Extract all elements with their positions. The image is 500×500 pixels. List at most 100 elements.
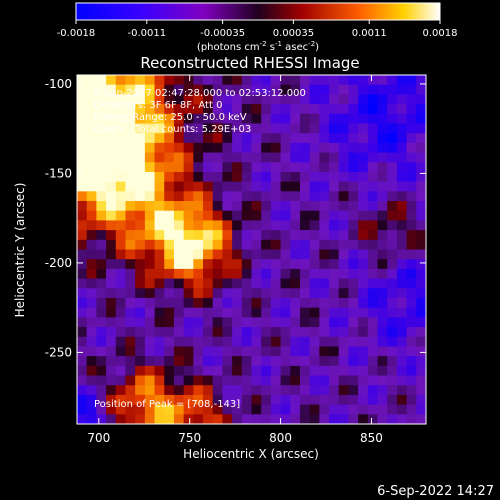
heatmap-cell — [377, 394, 388, 406]
heatmap-cell — [96, 317, 107, 328]
heatmap-cell — [241, 365, 253, 377]
heatmap-cell — [86, 394, 97, 406]
heatmap-cell — [377, 181, 388, 192]
heatmap-cell — [387, 297, 398, 309]
heatmap-cell — [183, 404, 194, 415]
heatmap-cell — [280, 171, 291, 183]
heatmap-cell — [135, 317, 146, 328]
heatmap-cell — [319, 297, 330, 309]
heatmap-cell — [377, 201, 388, 212]
heatmap-cell — [280, 75, 291, 86]
heatmap-cell — [348, 307, 359, 318]
heatmap-cell — [154, 268, 165, 280]
heatmap-cell — [154, 249, 165, 260]
heatmap-cell — [154, 336, 165, 348]
heatmap-cell — [406, 239, 417, 251]
heatmap-cell — [251, 356, 262, 367]
heatmap-cell — [154, 162, 165, 173]
heatmap-cell — [406, 191, 417, 202]
heatmap-cell — [309, 162, 320, 173]
heatmap-cell — [387, 356, 398, 367]
heatmap-cell — [232, 356, 243, 367]
heatmap-cell — [377, 123, 388, 134]
colorbar-tick-label: -0.0011 — [127, 28, 166, 39]
heatmap-cell — [387, 230, 398, 241]
heatmap-cell — [367, 142, 379, 154]
heatmap-cell — [154, 327, 165, 338]
heatmap-cell — [96, 123, 107, 134]
heatmap-cell — [115, 327, 127, 338]
heatmap-cell — [416, 385, 426, 396]
heatmap-cell — [270, 230, 282, 241]
heatmap-cell — [329, 259, 340, 270]
heatmap-cell — [232, 133, 243, 144]
heatmap-cell — [212, 133, 224, 144]
heatmap-cell — [86, 385, 97, 396]
heatmap-cell — [193, 365, 204, 377]
heatmap-cell — [319, 201, 330, 212]
heatmap-cell — [96, 356, 107, 367]
heatmap-cell — [193, 230, 204, 241]
heatmap-cell — [86, 375, 97, 386]
heatmap-cell — [319, 142, 330, 154]
heatmap-cell — [367, 365, 379, 377]
heatmap-cell — [338, 297, 350, 309]
heatmap-cell — [96, 414, 107, 424]
heatmap-cell — [164, 404, 175, 415]
heatmap-cell — [222, 307, 233, 318]
heatmap-cell — [367, 288, 379, 299]
heatmap-cell — [183, 288, 194, 299]
heatmap-cell — [387, 220, 398, 231]
heatmap-cell — [183, 249, 194, 260]
heatmap-cell — [396, 133, 408, 144]
heatmap-cell — [358, 375, 369, 386]
heatmap-cell — [241, 356, 253, 367]
heatmap-cell — [86, 365, 97, 377]
heatmap-cell — [212, 365, 224, 377]
heatmap-cell — [387, 346, 398, 357]
heatmap-cell — [241, 220, 253, 231]
heatmap-cell — [338, 104, 350, 115]
heatmap-cell — [358, 152, 369, 163]
heatmap-cell — [164, 210, 175, 222]
heatmap-cell — [115, 230, 127, 241]
heatmap-cell — [367, 210, 379, 222]
heatmap-cell — [77, 201, 88, 212]
heatmap-cell — [86, 268, 97, 280]
heatmap-cell — [358, 142, 369, 154]
heatmap-cell — [232, 365, 243, 377]
heatmap-cell — [77, 142, 88, 154]
heatmap-cell — [348, 191, 359, 202]
heatmap-cell — [261, 201, 272, 212]
heatmap-cell — [251, 249, 262, 260]
heatmap-cell — [164, 181, 175, 192]
heatmap-cell — [416, 123, 426, 134]
heatmap-cell — [173, 317, 185, 328]
heatmap-cell — [173, 307, 185, 318]
heatmap-cell — [338, 288, 350, 299]
heatmap-cell — [406, 404, 417, 415]
heatmap-cell — [299, 414, 311, 424]
heatmap-cell — [387, 259, 398, 270]
heatmap-cell — [299, 239, 311, 251]
heatmap-cell — [251, 346, 262, 357]
heatmap-cell — [241, 201, 253, 212]
heatmap-cell — [406, 327, 417, 338]
heatmap-cell — [115, 210, 127, 222]
heatmap-cell — [86, 220, 97, 231]
heatmap-cell — [232, 385, 243, 396]
heatmap-cell — [203, 201, 214, 212]
heatmap-cell — [416, 133, 426, 144]
heatmap-cell — [232, 230, 243, 241]
heatmap-cell — [319, 394, 330, 406]
heatmap-cell — [396, 385, 408, 396]
heatmap-cell — [280, 346, 291, 357]
heatmap-cell — [193, 123, 204, 134]
heatmap-cell — [290, 336, 301, 348]
heatmap-cell — [358, 307, 369, 318]
heatmap-cell — [106, 220, 117, 231]
heatmap-cell — [299, 94, 311, 105]
heatmap-cell — [135, 181, 146, 192]
heatmap-cell — [299, 162, 311, 173]
heatmap-cell — [86, 201, 97, 212]
